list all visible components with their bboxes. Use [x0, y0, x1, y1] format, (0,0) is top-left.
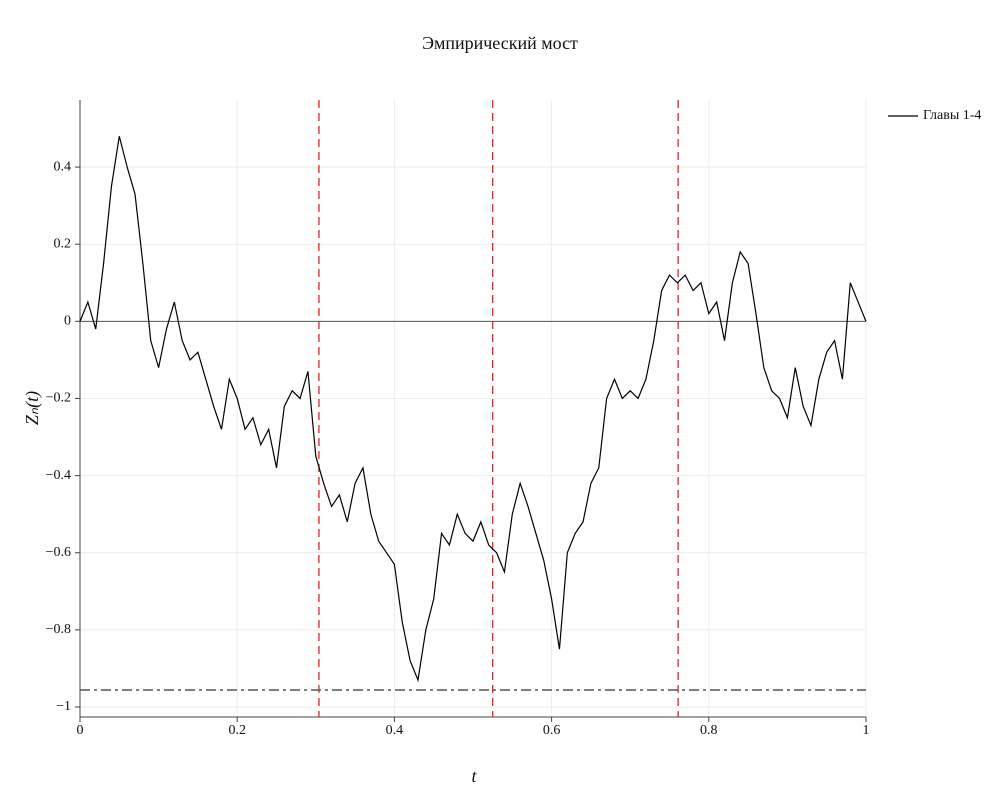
y-tick-label: −0.4 — [46, 468, 71, 483]
x-tick-label: 1 — [863, 723, 870, 738]
y-tick-label: −0.2 — [46, 391, 71, 406]
x-tick-label: 0.2 — [228, 723, 246, 738]
legend-label: Главы 1-4 — [923, 108, 981, 123]
x-tick-label: 0.8 — [700, 723, 718, 738]
data-line — [79, 136, 867, 683]
x-axis-label: t — [471, 766, 477, 786]
y-tick-label: −0.8 — [46, 622, 71, 637]
y-tick-label: −0.6 — [46, 545, 71, 560]
y-tick-label: 0.2 — [54, 236, 72, 251]
y-tick-label: −1 — [56, 699, 71, 714]
y-tick-label: 0.4 — [54, 159, 72, 174]
x-tick-label: 0 — [77, 723, 84, 738]
x-tick-label: 0.6 — [543, 723, 561, 738]
y-tick-label: 0 — [64, 314, 71, 329]
y-axis-label: Zₙ(t) — [22, 391, 43, 425]
chart-title: Эмпирический мост — [422, 33, 578, 53]
x-tick-label: 0.4 — [386, 723, 404, 738]
